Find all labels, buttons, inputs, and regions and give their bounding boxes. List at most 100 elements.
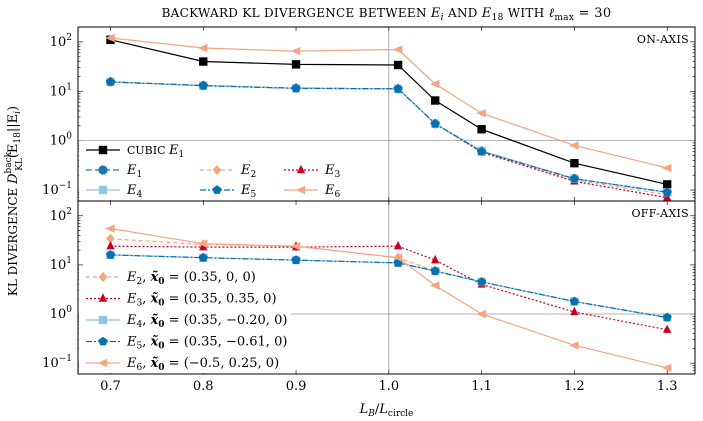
legend-value: = (0.35, −0.61, 0) — [165, 335, 288, 350]
y-tick-base: 10 — [42, 356, 59, 371]
legend-sym: E — [126, 270, 137, 285]
y-tick-label: 100 — [50, 132, 73, 149]
ylabel-d: D — [6, 173, 21, 185]
chart-title: BACKWARD KL DIVERGENCE BETWEEN Ei AND E1… — [162, 6, 612, 23]
title-text: WITH — [504, 6, 549, 20]
legend-entry-e3: E3 — [284, 163, 341, 180]
legend-value: = (0.35, 0.35, 0) — [165, 292, 277, 307]
legend-sub: 6 — [137, 363, 143, 373]
x-tick-label: 1.0 — [378, 379, 399, 394]
data-point — [570, 158, 579, 168]
data-point — [199, 57, 208, 66]
legend-label: E1 — [126, 163, 142, 180]
data-point — [105, 77, 115, 86]
ylabel-sub: i — [13, 111, 23, 114]
legend-entry-e6: E6, x̃0 = (−0.5, 0.25, 0) — [86, 356, 279, 373]
data-point — [198, 252, 208, 262]
ylabel-sub: 18 — [13, 132, 23, 144]
data-point — [98, 271, 108, 283]
legend-label: E4, x̃0 = (0.35, −0.20, 0) — [126, 313, 287, 330]
xlabel-slash: / — [375, 402, 380, 417]
data-point — [291, 255, 301, 264]
x-axis-label: LB/Lcircle — [359, 402, 414, 419]
legend-sub: 5 — [137, 342, 143, 352]
legend-label: E2 — [240, 163, 256, 180]
data-point — [212, 164, 222, 176]
legend-entry-cubic: CUBIC E1 — [86, 143, 184, 160]
title-e: E — [481, 6, 492, 21]
series-e6 — [105, 33, 672, 173]
legend-label: E3 — [324, 163, 341, 180]
y-tick-exponent: 2 — [66, 207, 72, 217]
ylabel-sup: back — [4, 151, 14, 173]
legend-entry-e1: E1 — [86, 163, 142, 180]
data-point — [430, 281, 440, 290]
data-point — [98, 185, 108, 195]
legend-x-sub: 0 — [158, 363, 164, 373]
legend-label: E5 — [240, 183, 257, 200]
legend-sep: , — [142, 335, 150, 350]
y-tick-base: 10 — [50, 134, 67, 149]
y-tick-base: 10 — [50, 307, 67, 322]
data-point — [105, 224, 115, 233]
legend-sep: , — [142, 356, 150, 371]
y-tick-label: 101 — [50, 256, 72, 273]
series-line-cubic — [110, 39, 668, 185]
data-point — [392, 45, 403, 54]
data-point — [569, 296, 579, 306]
data-point — [199, 241, 208, 251]
legend-sub: 2 — [137, 277, 143, 287]
data-point — [106, 233, 115, 244]
legend-sep: , — [142, 270, 150, 285]
legend-entry-e4: E4, x̃0 = (0.35, −0.20, 0) — [86, 313, 287, 330]
data-point — [393, 241, 403, 250]
data-point — [662, 324, 672, 333]
y-tick-exponent: 2 — [66, 33, 72, 43]
legend-label: E4 — [126, 183, 143, 200]
title-text: AND — [444, 6, 482, 20]
series-line-e6 — [110, 227, 668, 369]
data-point — [661, 363, 672, 373]
legend-x: x̃ — [150, 335, 159, 350]
data-point — [198, 239, 208, 248]
data-point — [291, 60, 301, 69]
legend-label: E6 — [324, 183, 341, 200]
data-point — [661, 163, 672, 173]
panel-label: OFF-AXIS — [631, 207, 689, 220]
legend-value: = (−0.5, 0.25, 0) — [165, 356, 280, 371]
data-point — [430, 79, 440, 89]
legend-x: x̃ — [150, 313, 159, 328]
legend-sub: 5 — [251, 190, 257, 200]
series-e6 — [105, 224, 672, 373]
legend-sym: E — [324, 183, 335, 198]
legend-sub: 1 — [179, 150, 185, 160]
x-tick-label: 1.2 — [564, 379, 585, 394]
legend-sym: E — [126, 163, 137, 178]
legend-label: E6, x̃0 = (−0.5, 0.25, 0) — [126, 356, 279, 373]
y-tick-exponent: −1 — [59, 181, 72, 191]
ylabel-text: KL DIVERGENCE — [6, 184, 20, 296]
legend-sep: , — [142, 313, 150, 328]
y-tick-base: 10 — [50, 258, 67, 273]
legend-sym: E — [126, 313, 137, 328]
data-point — [97, 358, 108, 368]
data-point — [295, 185, 306, 195]
legend-off-axis: E2, x̃0 = (0.35, 0, 0)E3, x̃0 = (0.35, 0… — [79, 266, 291, 373]
legend-label: CUBIC E1 — [127, 143, 184, 160]
y-tick-label: 102 — [50, 33, 72, 50]
y-tick-exponent: 1 — [66, 82, 72, 92]
xlabel-l: L — [359, 402, 369, 417]
legend-sym: E — [324, 163, 335, 178]
data-point — [98, 165, 108, 175]
legend-sub: 3 — [137, 299, 143, 309]
legend-name: CUBIC — [127, 144, 169, 157]
data-point — [430, 118, 440, 128]
data-point — [105, 250, 115, 259]
series-line-e5 — [110, 81, 668, 193]
data-point — [392, 253, 403, 262]
legend-label: E2, x̃0 = (0.35, 0, 0) — [126, 270, 256, 287]
data-point — [477, 146, 487, 156]
data-point — [569, 173, 579, 183]
legend-sep: , — [142, 292, 150, 307]
